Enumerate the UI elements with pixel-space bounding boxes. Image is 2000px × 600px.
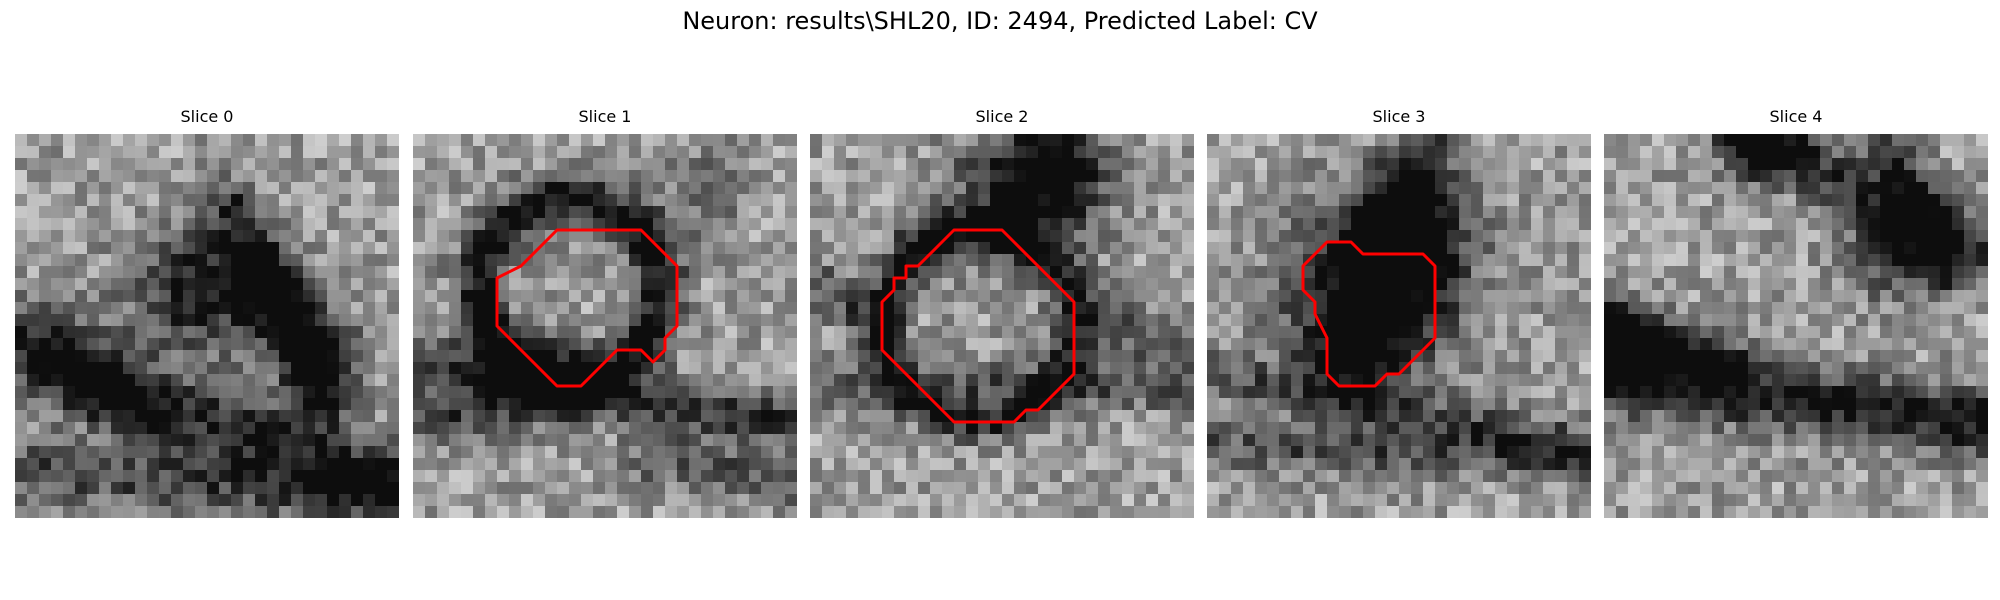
slice-title-3: Slice 3 <box>1372 107 1426 126</box>
slice-image-2 <box>810 134 1194 518</box>
segmentation-contour-2 <box>880 228 1076 424</box>
slice-image-3 <box>1207 134 1591 518</box>
slice-image-0 <box>15 134 399 518</box>
figure-title: Neuron: results\SHL20, ID: 2494, Predict… <box>682 7 1318 35</box>
slice-title-2: Slice 2 <box>975 107 1029 126</box>
slice-panel-1: Slice 1 <box>413 106 797 518</box>
slice-panel-0: Slice 0 <box>15 106 399 518</box>
segmentation-contour-3 <box>1301 240 1437 388</box>
slice-panel-3: Slice 3 <box>1207 106 1591 518</box>
segmentation-contour-1 <box>495 228 679 388</box>
slice-panel-4: Slice 4 <box>1604 106 1988 518</box>
slice-panel-2: Slice 2 <box>810 106 1194 518</box>
slice-image-4 <box>1604 134 1988 518</box>
slice-title-0: Slice 0 <box>180 107 234 126</box>
slice-image-1 <box>413 134 797 518</box>
slice-title-4: Slice 4 <box>1769 107 1823 126</box>
slice-title-1: Slice 1 <box>578 107 632 126</box>
